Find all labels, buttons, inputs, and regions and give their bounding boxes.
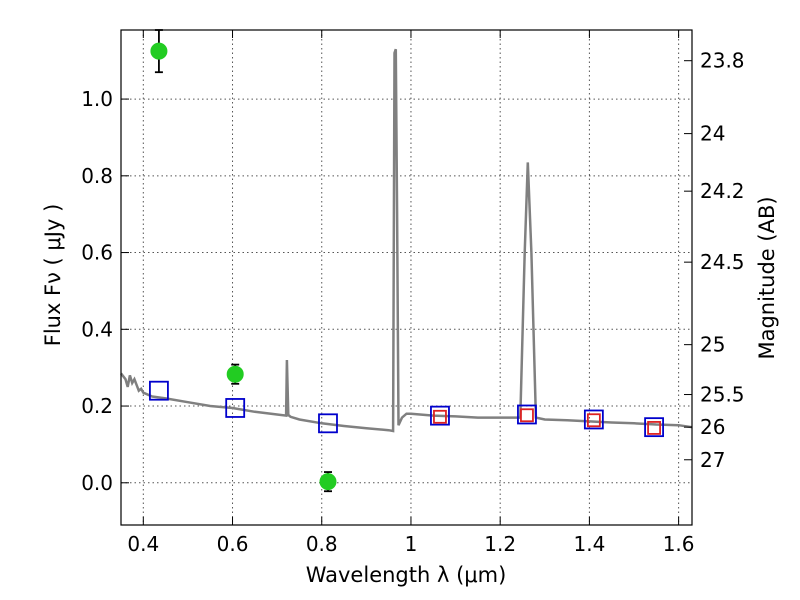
- grid-lines: [121, 30, 692, 525]
- magnitude-tick-label: 27: [700, 448, 725, 472]
- y-tick-label: 0.8: [81, 164, 113, 188]
- inner-model-squares: [433, 408, 661, 435]
- axis-ticks: [121, 30, 692, 525]
- magnitude-tick-label: 25.5: [700, 383, 745, 407]
- model-square: [318, 413, 338, 434]
- y-tick-label: 0.0: [81, 471, 113, 495]
- observed-points: [150, 42, 337, 491]
- y-tick-label: 1.0: [81, 87, 113, 111]
- observed-point: [150, 42, 168, 60]
- tick-labels: 0.4 0.6 0.8 1 1.2 1.4 1.6 0.0 0.2 0.4 0.6 0.8 1.0 23.…: [81, 49, 744, 556]
- magnitude-tick-label: 24.2: [700, 179, 745, 203]
- magnitude-tick-label: 23.8: [700, 49, 745, 73]
- x-tick-label: 0.4: [127, 532, 159, 556]
- x-tick-label: 1.6: [663, 532, 695, 556]
- inner-model-square: [520, 408, 534, 423]
- magnitude-tick-label: 26: [700, 415, 725, 439]
- model-square: [149, 380, 169, 401]
- x-tick-label: 1: [405, 532, 418, 556]
- model-square: [430, 405, 450, 426]
- model-squares: [149, 380, 664, 438]
- x-tick-label: 0.6: [217, 532, 249, 556]
- inner-model-square: [586, 413, 601, 428]
- plot-frame: [120, 29, 693, 526]
- x-tick-label: 0.8: [306, 532, 338, 556]
- y-axis-label: Flux Fν ( μJy ): [41, 204, 65, 347]
- data-series: [120, 29, 693, 493]
- x-axis-label: Wavelength λ (μm): [306, 563, 507, 587]
- y-tick-label: 0.4: [81, 317, 113, 341]
- model-square: [644, 417, 664, 438]
- model-square: [583, 409, 604, 430]
- model-square: [225, 398, 246, 418]
- x-tick-label: 1.2: [484, 532, 516, 556]
- model-sed-line: [120, 48, 693, 433]
- x-tick-label: 1.4: [573, 532, 605, 556]
- inner-model-square: [647, 421, 661, 435]
- magnitude-axis-label: Magnitude (AB): [755, 196, 779, 359]
- y-tick-label: 0.6: [81, 241, 113, 265]
- observed-point: [226, 365, 244, 383]
- observed-point: [319, 473, 337, 491]
- inner-model-square: [433, 409, 447, 424]
- y-tick-label: 0.2: [81, 394, 113, 418]
- magnitude-tick-label: 25: [700, 333, 725, 357]
- magnitude-tick-label: 24: [700, 122, 725, 146]
- magnitude-tick-label: 24.5: [700, 250, 745, 274]
- model-square: [517, 404, 537, 425]
